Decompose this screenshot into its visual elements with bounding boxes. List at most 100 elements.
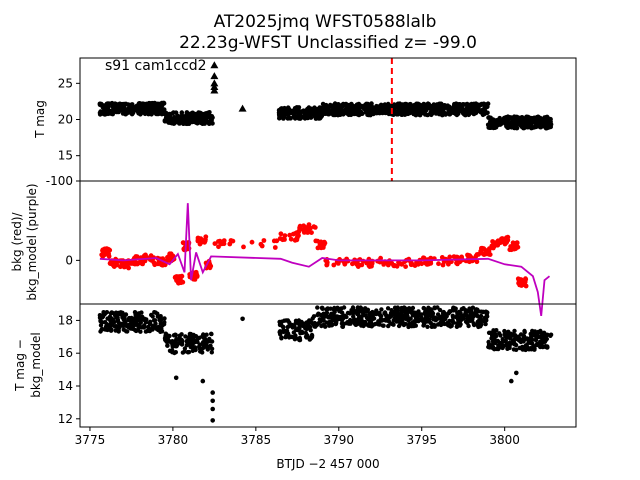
- detrended-point: [305, 334, 311, 340]
- detrended-point: [421, 323, 426, 328]
- bkg-point: [230, 238, 236, 244]
- detrended-point: [137, 311, 142, 316]
- bkg-point: [502, 241, 508, 247]
- detrended-point: [411, 323, 416, 329]
- x-tick-label: 3785: [241, 433, 272, 447]
- tmag-point: [296, 110, 302, 116]
- x-tick-label: 3790: [324, 433, 355, 447]
- bkg-point: [212, 241, 218, 247]
- detrended-point: [109, 310, 114, 315]
- tmag-point: [105, 111, 111, 117]
- bkg-point: [490, 244, 495, 250]
- bkg-point: [194, 271, 199, 277]
- bkg-point: [195, 235, 201, 241]
- detrended-point: [320, 306, 325, 311]
- tmag-point: [382, 102, 388, 107]
- detrended-point: [170, 348, 175, 353]
- detrended-point: [467, 309, 472, 314]
- detrended-point: [412, 319, 417, 324]
- detrended-point: [288, 334, 294, 339]
- detrended-point: [162, 320, 167, 325]
- bkg-point: [203, 237, 208, 243]
- bkg-point: [274, 238, 280, 244]
- detrended-point: [356, 319, 361, 325]
- detrended-point: [487, 343, 492, 348]
- bkg-point: [474, 259, 480, 265]
- upper-limit-marker: [238, 104, 247, 112]
- outlier-point: [240, 316, 245, 322]
- tmag-point: [504, 124, 509, 129]
- detrended-point: [431, 317, 436, 322]
- bkg-point: [306, 222, 312, 228]
- bkg-point: [331, 262, 337, 268]
- bkg-point: [354, 261, 360, 267]
- tmag-point: [113, 109, 119, 115]
- bkg-point: [324, 262, 330, 268]
- detrended-point: [193, 345, 198, 350]
- detrended-point: [489, 336, 494, 341]
- bkg-point: [166, 256, 171, 262]
- bkg-point: [481, 251, 487, 257]
- upper-limit-marker: [210, 72, 219, 80]
- tmag-point: [279, 106, 285, 111]
- detrended-point: [279, 319, 284, 324]
- detrended-point: [401, 305, 406, 311]
- tmag-point: [524, 120, 529, 126]
- detrended-point: [403, 315, 408, 320]
- tmag-point: [472, 110, 478, 115]
- tmag-point: [101, 103, 107, 109]
- tmag-point: [207, 120, 213, 126]
- detrended-point: [134, 315, 140, 320]
- detrended-point: [505, 346, 510, 351]
- detrended-point: [513, 342, 519, 348]
- bkg-point: [523, 283, 529, 289]
- tmag-point: [200, 112, 206, 117]
- detrended-point: [447, 309, 452, 315]
- detrended-point: [189, 341, 194, 347]
- detrended-point: [442, 321, 447, 327]
- detrended-point: [376, 319, 382, 325]
- tmag-point: [356, 106, 362, 111]
- y-tick-label: 15: [58, 149, 73, 163]
- detrended-point: [469, 318, 475, 323]
- tmag-point: [292, 110, 298, 115]
- detrended-point: [311, 322, 316, 327]
- detrended-point: [450, 315, 456, 320]
- detrended-point: [132, 320, 137, 325]
- tmag-point: [328, 102, 333, 108]
- detrended-point: [327, 315, 332, 320]
- title-line-1: AT2025jmq WFST0588lalb: [214, 12, 437, 32]
- tmag-point: [341, 101, 346, 107]
- detrended-point: [421, 305, 426, 311]
- detrended-point: [380, 323, 386, 328]
- detrended-point: [116, 329, 121, 334]
- detrended-point: [500, 337, 505, 342]
- detrended-point: [522, 328, 527, 334]
- detrended-point: [153, 321, 158, 326]
- tmag-point: [458, 108, 463, 114]
- bkg-point: [350, 261, 355, 267]
- tmag-point: [473, 101, 479, 106]
- detrended-point: [152, 318, 158, 323]
- tmag-point: [367, 110, 373, 115]
- detrended-point: [345, 320, 350, 325]
- tmag-point: [421, 101, 427, 107]
- detrended-point: [479, 322, 484, 327]
- detrended-point: [329, 318, 334, 324]
- detrended-point: [281, 329, 286, 335]
- detrended-point: [428, 312, 433, 317]
- detrended-point: [455, 310, 460, 315]
- detrended-point: [528, 346, 534, 351]
- bkg-point: [399, 261, 405, 267]
- bkg-point: [508, 244, 514, 249]
- detrended-point: [355, 307, 360, 312]
- bkg-point: [259, 243, 265, 249]
- detrended-point: [359, 317, 364, 322]
- detrended-point: [512, 328, 517, 334]
- tmag-point: [129, 102, 135, 107]
- detrended-point: [351, 311, 356, 316]
- detrended-point: [455, 317, 461, 322]
- detrended-point: [209, 346, 215, 351]
- tmag-point: [286, 110, 292, 116]
- detrended-point: [457, 323, 463, 328]
